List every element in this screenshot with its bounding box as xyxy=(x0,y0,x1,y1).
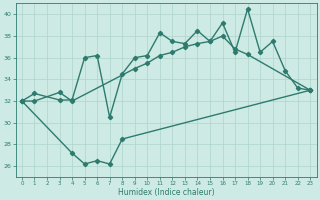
X-axis label: Humidex (Indice chaleur): Humidex (Indice chaleur) xyxy=(118,188,214,197)
